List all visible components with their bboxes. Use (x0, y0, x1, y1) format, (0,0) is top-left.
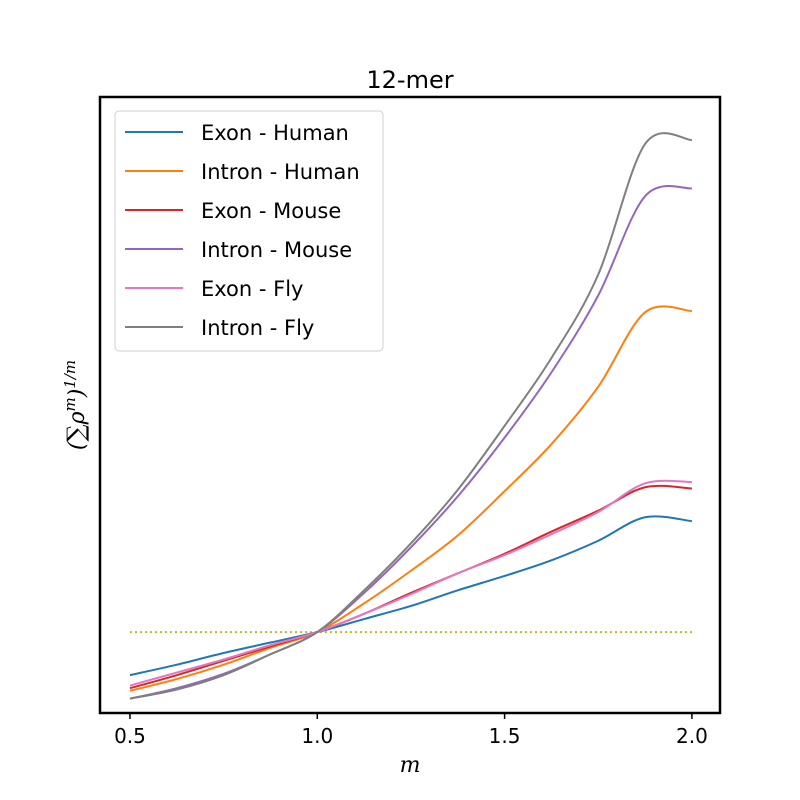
series-line-intron-human (129, 305, 692, 692)
legend-label: Exon - Fly (201, 277, 303, 301)
y-axis-label: (∑ρm)1/m (61, 360, 90, 450)
x-tick-label: 0.5 (114, 724, 146, 748)
x-tick-label: 2.0 (676, 724, 708, 748)
series-line-intron-mouse (129, 185, 693, 700)
legend-label: Intron - Fly (201, 316, 314, 340)
series-line-exon-fly (129, 479, 692, 687)
chart-title: 12-mer (366, 66, 453, 94)
plot-frame (98, 95, 722, 715)
series-line-intron-fly (129, 132, 693, 700)
svg-text:(∑ρm)1/m: (∑ρm)1/m (61, 360, 90, 450)
x-tick-label: 1.5 (489, 724, 521, 748)
plot-area (129, 132, 693, 700)
legend-label: Intron - Mouse (201, 238, 352, 262)
legend: Exon - Human Intron - Human Exon - Mouse In… (114, 110, 384, 352)
x-tick-label: 1.0 (301, 724, 333, 748)
x-axis: 0.5 1.0 1.5 2.0 (114, 713, 708, 748)
series-line-exon-mouse (129, 484, 692, 690)
x-axis-label: m (400, 753, 421, 778)
legend-label: Exon - Human (201, 121, 349, 145)
legend-label: Exon - Mouse (201, 199, 341, 223)
legend-label: Intron - Human (201, 160, 360, 184)
series-line-exon-human (129, 515, 693, 677)
legend-box (114, 110, 384, 352)
